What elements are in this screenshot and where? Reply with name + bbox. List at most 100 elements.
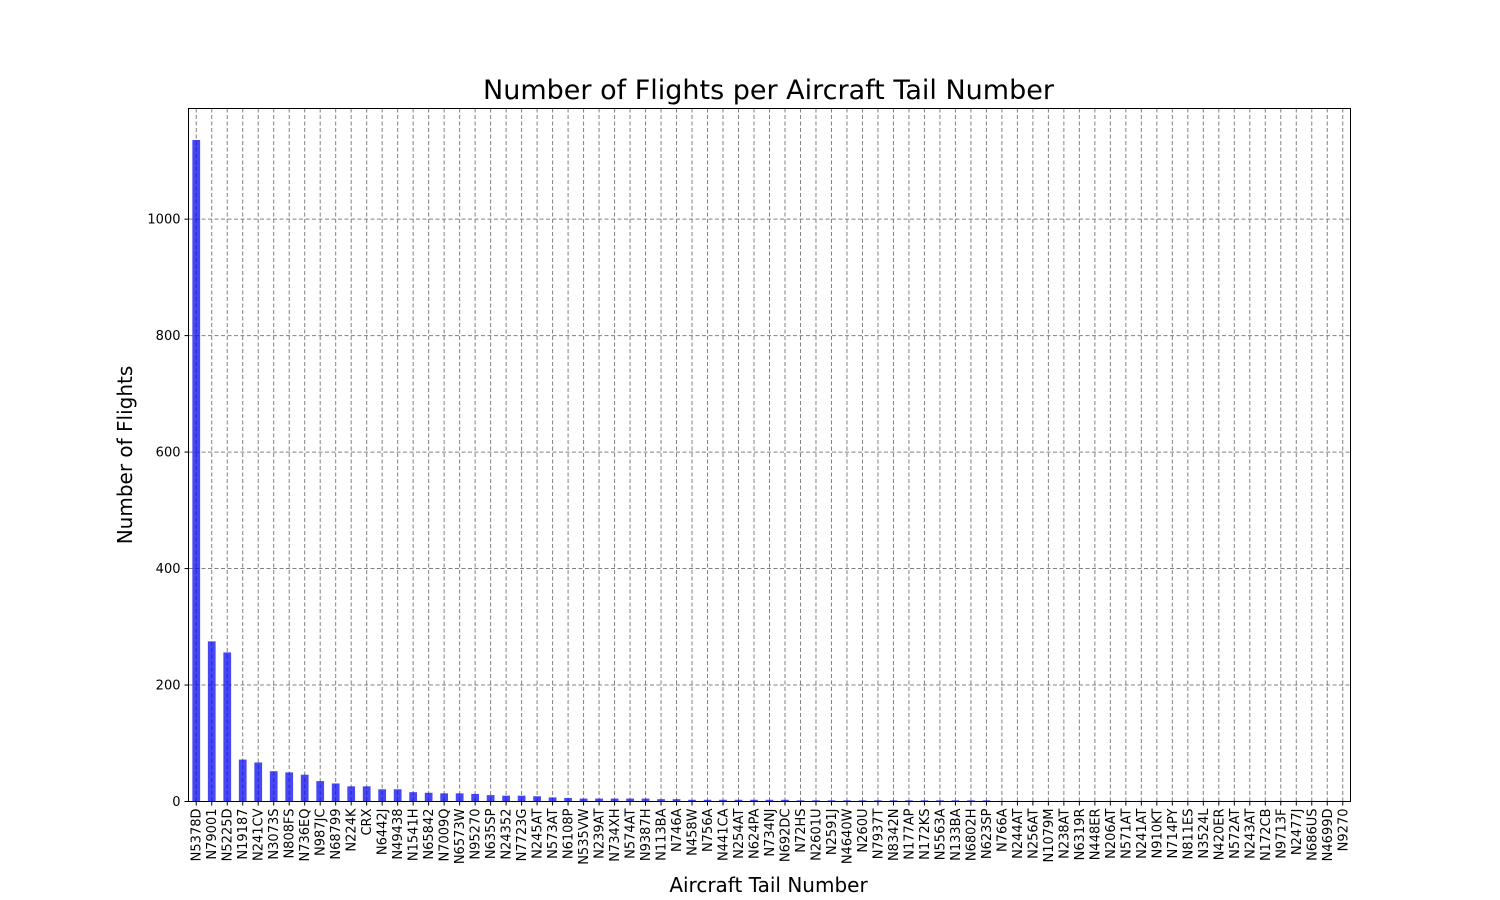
x-tick-label: N6573W	[453, 808, 468, 864]
bar-N624PA	[750, 799, 758, 802]
x-tick-label: N244AT	[1011, 808, 1026, 858]
x-tick-label: CRX	[360, 808, 375, 835]
bar-N458W	[688, 799, 696, 802]
bar-N2601U	[812, 800, 820, 802]
bar-N4640W	[843, 800, 851, 802]
bar-N49438	[393, 789, 402, 802]
bar-N8342N	[889, 800, 898, 802]
x-tick-label: N241AT	[1135, 808, 1150, 858]
x-tick-label: N7937T	[871, 808, 886, 859]
x-tick-label: N172KS	[918, 809, 933, 860]
x-tick-label: N172CB	[1259, 809, 1274, 862]
x-tick-label: N245AT	[531, 808, 546, 858]
bar-N692DC	[781, 799, 789, 802]
bar-N6442J	[378, 789, 387, 802]
x-tick-label: N19187	[236, 809, 251, 860]
x-tick-label: N9387H	[639, 809, 654, 862]
x-tick-label: N573AT	[546, 808, 561, 858]
bar-N79001	[207, 641, 216, 802]
x-tick-label: N6108P	[562, 808, 577, 859]
x-tick-label: N766A	[995, 808, 1010, 852]
x-axis-ticks: N5378D N79001 N5225D N19187 N241CV N3073S N808…	[190, 801, 1351, 865]
x-tick-label: N574AT	[624, 808, 639, 858]
bar-N241CV	[254, 762, 263, 802]
x-tick-label: N79001	[205, 809, 220, 860]
x-tick-label: N68799	[329, 809, 344, 860]
x-tick-label: N113BA	[655, 808, 670, 860]
x-tick-label: N2591J	[825, 809, 840, 856]
bar-N6802H	[967, 800, 975, 802]
y-tick-label: 600	[156, 446, 181, 461]
x-tick-label: N224K	[345, 808, 360, 852]
bar-N635SP	[486, 795, 495, 802]
x-tick-label: N756A	[701, 808, 716, 852]
bar-CRX	[362, 786, 371, 802]
y-axis-label: Number of Flights	[113, 366, 137, 545]
bars	[192, 139, 1347, 802]
x-tick-label: N8342N	[887, 809, 902, 862]
chart-title: Number of Flights per Aircraft Tail Numb…	[483, 75, 1055, 106]
x-tick-label: N72HS	[794, 809, 809, 853]
x-tick-label: N441CA	[717, 808, 732, 861]
bar-N6108P	[564, 798, 572, 802]
bar-N623SP	[982, 800, 991, 802]
y-axis-ticks: 0 200 400 600 800 1000	[147, 213, 189, 810]
x-tick-label: N811ES	[1181, 809, 1196, 860]
bar-N260U	[858, 800, 867, 802]
bar-N574AT	[626, 798, 634, 802]
x-tick-label: N987JC	[314, 809, 329, 856]
bar-N254AT	[734, 799, 743, 802]
bar-N1541H	[409, 792, 418, 802]
x-tick-label: N734XH	[608, 809, 623, 862]
x-tick-label: N9270	[1336, 809, 1351, 852]
bar-N239AT	[595, 798, 603, 802]
bar-N72HS	[796, 800, 805, 802]
bar-N245AT	[533, 796, 541, 802]
bar-N808FS	[285, 772, 294, 802]
x-tick-label: N808FS	[283, 809, 298, 859]
x-tick-label: N24352	[500, 809, 515, 860]
x-tick-label: N746A	[670, 808, 685, 852]
x-tick-label: N7009Q	[438, 809, 453, 862]
x-tick-label: N736EQ	[298, 809, 313, 862]
bar-N172KS	[920, 800, 929, 802]
y-tick-label: 1000	[147, 213, 180, 228]
bar-N7723G	[517, 795, 526, 802]
x-tick-label: N6319R	[1073, 809, 1088, 861]
x-tick-label: N9713F	[1274, 809, 1289, 859]
x-tick-label: N239AT	[593, 808, 608, 858]
bar-N573AT	[548, 797, 557, 802]
bar-N756A	[703, 799, 712, 802]
bar-N68799	[331, 783, 340, 802]
x-tick-label: N49438	[391, 809, 406, 860]
x-tick-label: N910KT	[1150, 808, 1165, 858]
x-tick-label: N5225D	[221, 809, 236, 862]
x-tick-label: N4699D	[1321, 809, 1336, 862]
bar-N746A	[672, 799, 681, 802]
bar-N19187	[238, 759, 247, 802]
x-tick-label: N2477J	[1290, 809, 1305, 856]
y-tick-label: 400	[156, 562, 181, 577]
bar-N24352	[502, 795, 510, 802]
x-tick-label: N686US	[1305, 809, 1320, 861]
bar-N7009Q	[440, 793, 449, 802]
x-tick-label: N1079M	[1042, 809, 1057, 863]
x-tick-label: N254AT	[732, 808, 747, 858]
x-tick-label: N6442J	[376, 809, 391, 856]
x-tick-label: N714PY	[1166, 808, 1181, 858]
bar-N734NJ	[765, 799, 774, 802]
bar-N987JC	[316, 781, 325, 802]
bar-N113BA	[657, 799, 665, 802]
bar-N9387H	[641, 798, 650, 802]
x-tick-label: N7723G	[515, 809, 530, 862]
x-tick-label: N5563A	[933, 808, 948, 860]
x-tick-label: N241CV	[252, 808, 267, 861]
x-tick-label: N95270	[469, 809, 484, 860]
bar-N2591J	[827, 800, 836, 802]
bar-N224K	[347, 786, 356, 802]
bar-N736EQ	[300, 774, 309, 802]
bar-N535VW	[579, 798, 588, 802]
x-tick-label: N624PA	[748, 808, 763, 859]
x-tick-label: N238AT	[1057, 808, 1072, 858]
